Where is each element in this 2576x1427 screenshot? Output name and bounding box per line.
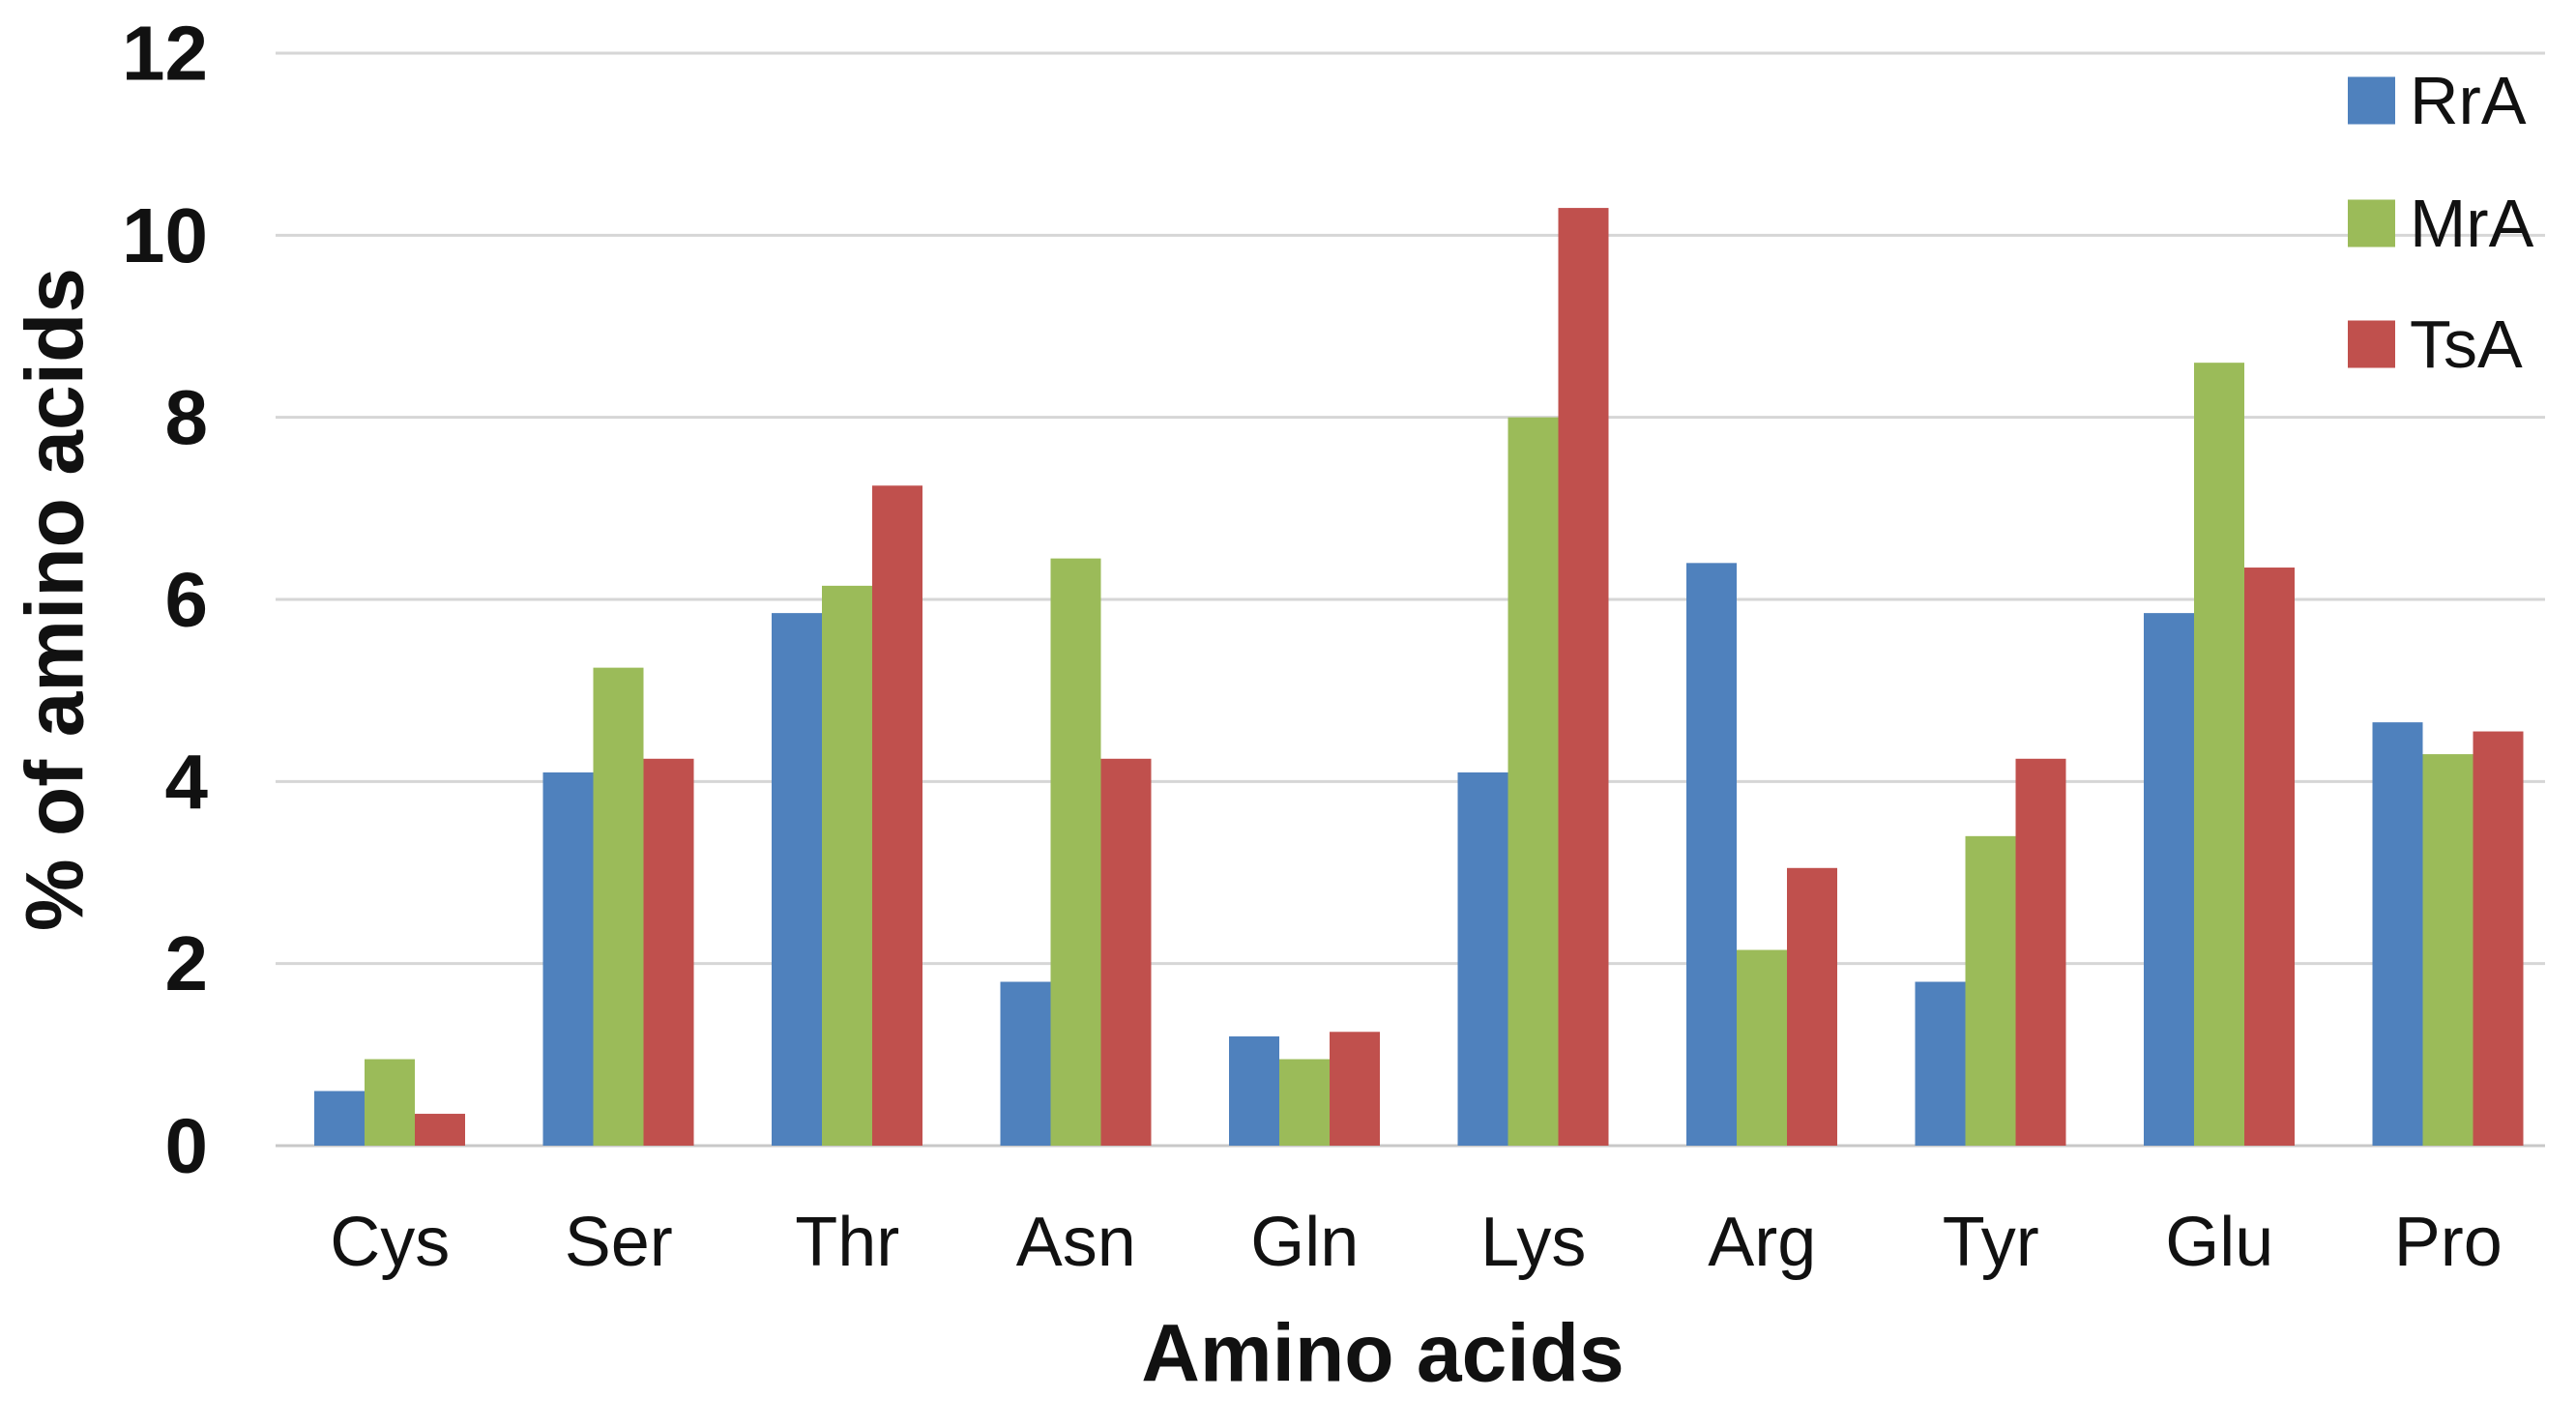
x-category-label-Arg: Arg [1708, 1204, 1816, 1281]
bar-RrA-Glu [2144, 613, 2194, 1146]
y-axis-title: % of amino acids [9, 267, 101, 932]
x-category-label-Thr: Thr [795, 1204, 899, 1281]
y-tick-label-12: 12 [122, 11, 208, 97]
x-category-label-Asn: Asn [1016, 1204, 1136, 1281]
legend-label-TsA: TsA [2410, 306, 2523, 382]
bar-TsA-Ser [643, 758, 694, 1146]
bar-MrA-Arg [1737, 949, 1787, 1146]
x-category-label-Ser: Ser [565, 1204, 673, 1281]
bar-TsA-Glu [2244, 568, 2295, 1146]
bar-TsA-Asn [1100, 758, 1152, 1146]
bar-MrA-Pro [2422, 754, 2474, 1146]
legend-swatch-TsA [2348, 320, 2395, 368]
bar-RrA-Gln [1229, 1036, 1279, 1146]
legend-label-MrA: MrA [2410, 186, 2534, 261]
bar-MrA-Gln [1279, 1059, 1330, 1146]
bar-TsA-Gln [1330, 1032, 1380, 1146]
x-axis-title: Amino acids [1141, 1307, 1625, 1399]
y-tick-label-0: 0 [165, 1103, 209, 1189]
bar-RrA-Tyr [1915, 981, 1966, 1146]
bar-TsA-Cys [415, 1114, 465, 1146]
legend-label-RrA: RrA [2410, 63, 2527, 138]
bar-MrA-Tyr [1965, 835, 2016, 1146]
legend-swatch-MrA [2348, 199, 2395, 248]
bar-MrA-Glu [2194, 363, 2244, 1147]
bar-RrA-Asn [1000, 981, 1051, 1146]
y-tick-label-2: 2 [165, 920, 209, 1006]
bar-RrA-Arg [1686, 563, 1737, 1146]
bar-RrA-Thr [772, 613, 822, 1146]
x-category-label-Gln: Gln [1250, 1204, 1359, 1281]
bar-RrA-Pro [2372, 722, 2423, 1146]
y-tick-label-8: 8 [165, 374, 209, 460]
bar-MrA-Cys [365, 1059, 415, 1146]
bar-TsA-Arg [1787, 867, 1837, 1146]
x-category-label-Glu: Glu [2165, 1204, 2273, 1281]
bar-TsA-Tyr [2015, 758, 2066, 1146]
x-category-label-Tyr: Tyr [1943, 1204, 2039, 1281]
y-tick-label-10: 10 [122, 192, 208, 278]
x-category-label-Pro: Pro [2394, 1204, 2503, 1281]
bar-MrA-Thr [822, 585, 872, 1146]
bar-MrA-Lys [1508, 417, 1559, 1147]
x-category-label-Cys: Cys [330, 1204, 450, 1281]
x-category-label-Lys: Lys [1480, 1204, 1586, 1281]
bar-RrA-Ser [542, 772, 594, 1146]
bar-TsA-Pro [2473, 731, 2524, 1146]
legend-swatch-RrA [2348, 76, 2395, 125]
bar-TsA-Lys [1558, 208, 1609, 1147]
bar-MrA-Asn [1050, 558, 1101, 1146]
y-tick-label-6: 6 [165, 557, 209, 643]
y-tick-label-4: 4 [165, 739, 209, 825]
bar-RrA-Cys [314, 1091, 365, 1146]
bar-MrA-Ser [593, 667, 644, 1146]
bar-TsA-Thr [872, 485, 922, 1147]
bar-RrA-Lys [1457, 772, 1508, 1146]
